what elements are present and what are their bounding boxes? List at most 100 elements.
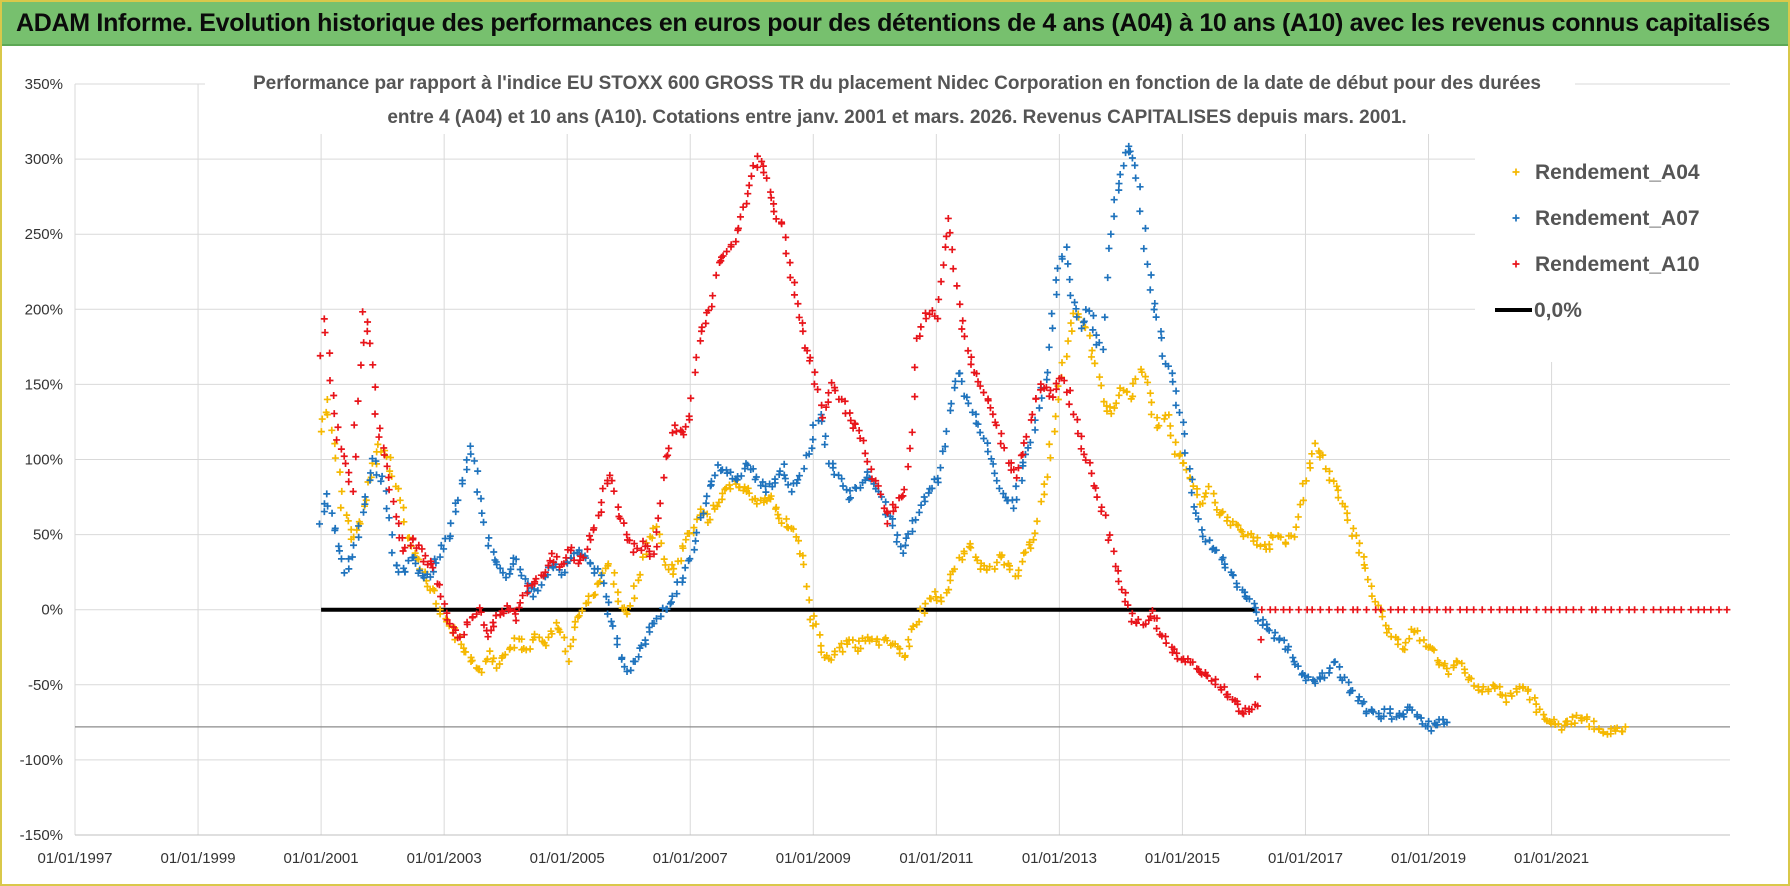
data-point-marker [372, 457, 380, 465]
data-point-marker [867, 465, 875, 473]
x-tick-label: 01/01/2007 [653, 850, 728, 867]
data-point-marker [364, 318, 372, 326]
data-point-marker [732, 238, 740, 246]
data-point-marker [1394, 635, 1402, 643]
data-point-marker [590, 569, 598, 577]
data-point-marker [1601, 606, 1609, 614]
data-point-marker [1248, 705, 1256, 713]
data-point-marker [946, 407, 954, 415]
data-point-marker [645, 623, 653, 631]
data-point-marker [709, 501, 717, 509]
data-point-marker [693, 529, 701, 537]
x-tick-label: 01/01/2009 [776, 850, 851, 867]
data-point-marker [930, 475, 938, 483]
data-point-marker [1343, 509, 1351, 517]
data-point-marker [790, 291, 798, 299]
data-point-marker [1147, 410, 1155, 418]
data-point-marker [934, 315, 942, 323]
data-point-marker [436, 610, 444, 618]
chart-title-line-1: Performance par rapport à l'indice EU ST… [253, 73, 1541, 94]
data-point-marker [562, 554, 570, 562]
data-point-marker [1063, 353, 1071, 361]
data-point-marker [1234, 700, 1242, 708]
data-point-marker [1540, 711, 1548, 719]
data-point-marker [1053, 291, 1061, 299]
data-point-marker [1410, 628, 1418, 636]
data-point-marker [650, 619, 658, 627]
data-point-marker [861, 449, 869, 457]
data-point-marker [488, 658, 496, 666]
data-point-marker [1024, 444, 1032, 452]
data-point-marker [1026, 438, 1034, 446]
data-point-marker [330, 410, 338, 418]
data-point-marker [846, 487, 854, 495]
data-point-marker [1138, 368, 1146, 376]
data-point-marker [1043, 376, 1051, 384]
data-point-marker [586, 559, 594, 567]
data-point-marker [367, 469, 375, 477]
data-point-marker [548, 549, 556, 557]
data-point-marker [1238, 709, 1246, 717]
data-point-marker [1182, 466, 1190, 474]
data-point-marker [706, 516, 714, 524]
data-point-marker [357, 361, 365, 369]
data-point-marker [340, 452, 348, 460]
data-point-marker [864, 633, 872, 641]
data-point-marker [1489, 681, 1497, 689]
x-tick-label: 01/01/2013 [1022, 850, 1097, 867]
data-point-marker [805, 450, 813, 458]
data-point-marker [906, 444, 914, 452]
data-point-marker [656, 499, 664, 507]
data-point-marker [899, 549, 907, 557]
data-point-marker [345, 469, 353, 477]
data-point-marker [320, 315, 328, 323]
data-point-marker [702, 319, 710, 327]
data-point-marker [516, 565, 524, 573]
x-tick-label: 01/01/1999 [161, 850, 236, 867]
data-point-marker [1162, 633, 1169, 641]
data-point-marker [1253, 534, 1261, 542]
data-point-marker [891, 503, 899, 511]
data-point-marker [829, 464, 837, 472]
data-point-marker [963, 393, 971, 401]
data-point-marker [986, 563, 994, 571]
data-point-marker [921, 309, 929, 317]
data-point-marker [1017, 451, 1025, 459]
data-point-marker [1022, 433, 1030, 441]
data-point-marker [698, 323, 706, 331]
data-point-marker [553, 553, 561, 561]
data-point-marker [1363, 606, 1371, 614]
data-point-marker [602, 593, 610, 601]
data-point-marker [1517, 606, 1525, 614]
data-point-marker [1049, 393, 1057, 401]
data-point-marker [653, 543, 661, 551]
data-point-marker [1308, 606, 1316, 614]
data-point-marker [1383, 629, 1391, 637]
data-point-marker [579, 554, 587, 562]
data-point-marker [317, 428, 325, 436]
data-point-marker [1487, 606, 1495, 614]
data-point-marker [1164, 362, 1172, 370]
data-point-marker [1099, 345, 1107, 353]
data-point-marker [1618, 727, 1626, 735]
data-point-marker [534, 587, 542, 595]
data-point-marker [1058, 253, 1066, 261]
data-point-marker [1364, 576, 1372, 584]
data-point-marker [1443, 665, 1451, 672]
data-point-marker [883, 520, 891, 528]
data-point-marker [685, 412, 693, 420]
data-point-marker [1051, 428, 1059, 436]
data-point-marker [390, 498, 398, 506]
data-point-marker [475, 665, 483, 673]
data-point-marker [1131, 375, 1139, 383]
data-point-marker [1519, 684, 1527, 692]
data-point-marker [457, 640, 465, 648]
data-point-marker [625, 536, 633, 544]
data-point-marker [822, 403, 830, 411]
data-point-marker [795, 472, 803, 480]
data-point-marker [1263, 620, 1271, 628]
data-point-marker [814, 386, 822, 394]
data-point-marker [1287, 532, 1295, 540]
data-point-marker [609, 622, 617, 630]
data-point-marker [1301, 672, 1309, 680]
